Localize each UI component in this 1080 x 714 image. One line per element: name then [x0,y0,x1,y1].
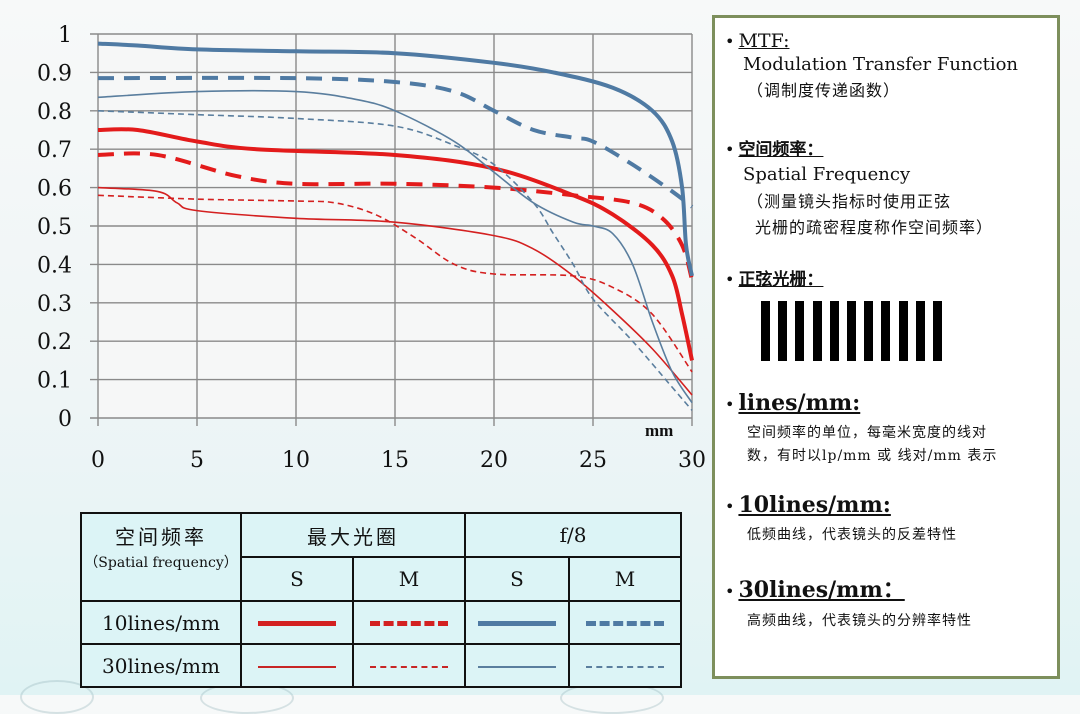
y-tick-label: 1 [58,23,72,48]
bullet-icon: • [725,497,735,516]
30-lines-heading: 30lines/mm： [738,577,905,603]
10-lines-desc: 低频曲线，代表镜头的反差特性 [747,527,957,543]
header-f8: f/8 [464,512,682,558]
grating-bar [898,301,908,361]
swatch-10-f8-m [568,600,682,645]
bullet-icon: • [725,395,735,414]
bullet-icon: • [725,270,735,289]
header-spatial-frequency: 空间频率 （Spatial frequency） [80,512,242,602]
swatch-10-max-s [240,600,354,645]
header-freq-cn: 空间频率 [115,524,207,549]
grating-bar [864,301,874,361]
y-tick-label: 0.6 [37,177,72,202]
mtf-chart: 0 0.1 0.2 0.3 0.4 0.5 0.6 0.7 0.8 0.9 1 0 5 10 15 20 25… [37,23,706,473]
y-axis-ticks: 0 0.1 0.2 0.3 0.4 0.5 0.6 0.7 0.8 0.9 1 [37,23,72,432]
definitions-panel: • MTF: Modulation Transfer Function （调制度传… [712,15,1060,679]
legend-table: 空间频率 （Spatial frequency） 最大光圈 f/8 S M S … [80,512,682,688]
y-tick-label: 0.3 [37,292,72,317]
spatial-frequency-heading: 空间频率： [738,140,824,160]
x-tick-label: 5 [190,448,204,473]
y-tick-label: 0.7 [37,138,72,163]
x-tick-label: 25 [579,448,607,473]
y-tick-label: 0.4 [37,253,72,278]
swatch-30-max-m [352,643,466,688]
header-freq-en: （Spatial frequency） [84,554,238,571]
grating-bar [847,301,856,361]
grating-bar [812,301,822,361]
x-tick-label: 30 [678,448,706,473]
grating-bar [881,301,891,361]
mtf-curve [97,194,693,373]
x-tick-label: 15 [381,448,409,473]
swatch-10-max-m [352,600,466,645]
x-tick-label: 20 [480,448,508,473]
mtf-curve [97,110,693,411]
swatch-10-f8-s [464,600,570,645]
row-label-30: 30lines/mm [80,643,242,688]
y-tick-label: 0.8 [37,100,72,125]
lines-per-mm-desc-2: 数，有时以lp/mm 或 线对/mm 表示 [747,448,998,464]
chart-series [97,41,694,411]
y-tick-label: 0.2 [37,330,72,355]
x-tick-label: 0 [91,448,105,473]
mtf-curve [97,151,694,281]
bullet-icon: • [725,32,735,51]
y-tick-label: 0.9 [37,61,72,86]
mtf-curve [97,186,693,396]
x-tick-label: 10 [282,448,310,473]
10-lines-heading: 10lines/mm: [738,492,891,518]
mtf-curve [97,41,694,277]
mtf-chinese: （调制度传递函数） [747,81,901,100]
grating-bar [761,301,770,361]
y-tick-label: 0 [58,407,72,432]
spatial-frequency-desc-1: （测量镜头指标时使用正弦 [747,192,952,211]
spatial-frequency-english: Spatial Frequency [743,164,911,185]
section-spatial-frequency: • 空间频率： Spatial Frequency （测量镜头指标时使用正弦 光栅… [725,135,993,238]
section-mtf: • MTF: Modulation Transfer Function （调制度传… [725,30,1018,101]
table-row: 30lines/mm [80,643,682,688]
mtf-heading: MTF: [738,30,790,52]
x-axis-unit-label: mm [645,421,673,440]
col-max-s: S [240,556,354,602]
grating-bar [778,301,788,361]
bullet-icon: • [725,582,735,601]
row-label-10: 10lines/mm [80,600,242,645]
sine-grating-heading: 正弦光栅： [738,270,824,290]
mtf-curve [97,127,694,361]
col-f8-s: S [464,556,570,602]
lines-per-mm-heading: lines/mm: [738,390,861,416]
col-f8-m: M [568,556,682,602]
grating-bar [915,301,925,361]
mtf-curve [97,75,694,209]
swatch-30-f8-s [464,643,570,688]
mtf-english: Modulation Transfer Function [743,54,1019,75]
section-10-lines: • 10lines/mm: 低频曲线，代表镜头的反差特性 [725,492,957,544]
grating-bar [795,301,805,361]
section-lines-per-mm: • lines/mm: 空间频率的单位，每毫米宽度的线对 数，有时以lp/mm 或… [725,390,997,465]
y-tick-label: 0.5 [37,215,72,240]
lines-per-mm-desc-1: 空间频率的单位，每毫米宽度的线对 [747,425,987,441]
swatch-30-max-s [240,643,354,688]
mtf-curve [97,89,693,404]
grating-bar [829,301,839,361]
swatch-30-f8-m [568,643,682,688]
bullet-icon: • [725,140,735,159]
30-lines-desc: 高频曲线，代表镜头的分辨率特性 [747,613,972,629]
header-max-aperture: 最大光圈 [240,512,466,558]
x-axis-ticks: 0 5 10 15 20 25 30 [91,448,706,473]
sine-grating-illustration [761,301,961,361]
section-sine-grating: • 正弦光栅： [725,265,837,290]
grating-bar [933,301,942,361]
spatial-frequency-desc-2: 光栅的疏密程度称作空间频率） [755,218,994,237]
col-max-m: M [352,556,466,602]
section-30-lines: • 30lines/mm： 高频曲线，代表镜头的分辨率特性 [725,572,972,630]
y-tick-label: 0.1 [37,369,72,394]
table-row: 10lines/mm [80,600,682,645]
